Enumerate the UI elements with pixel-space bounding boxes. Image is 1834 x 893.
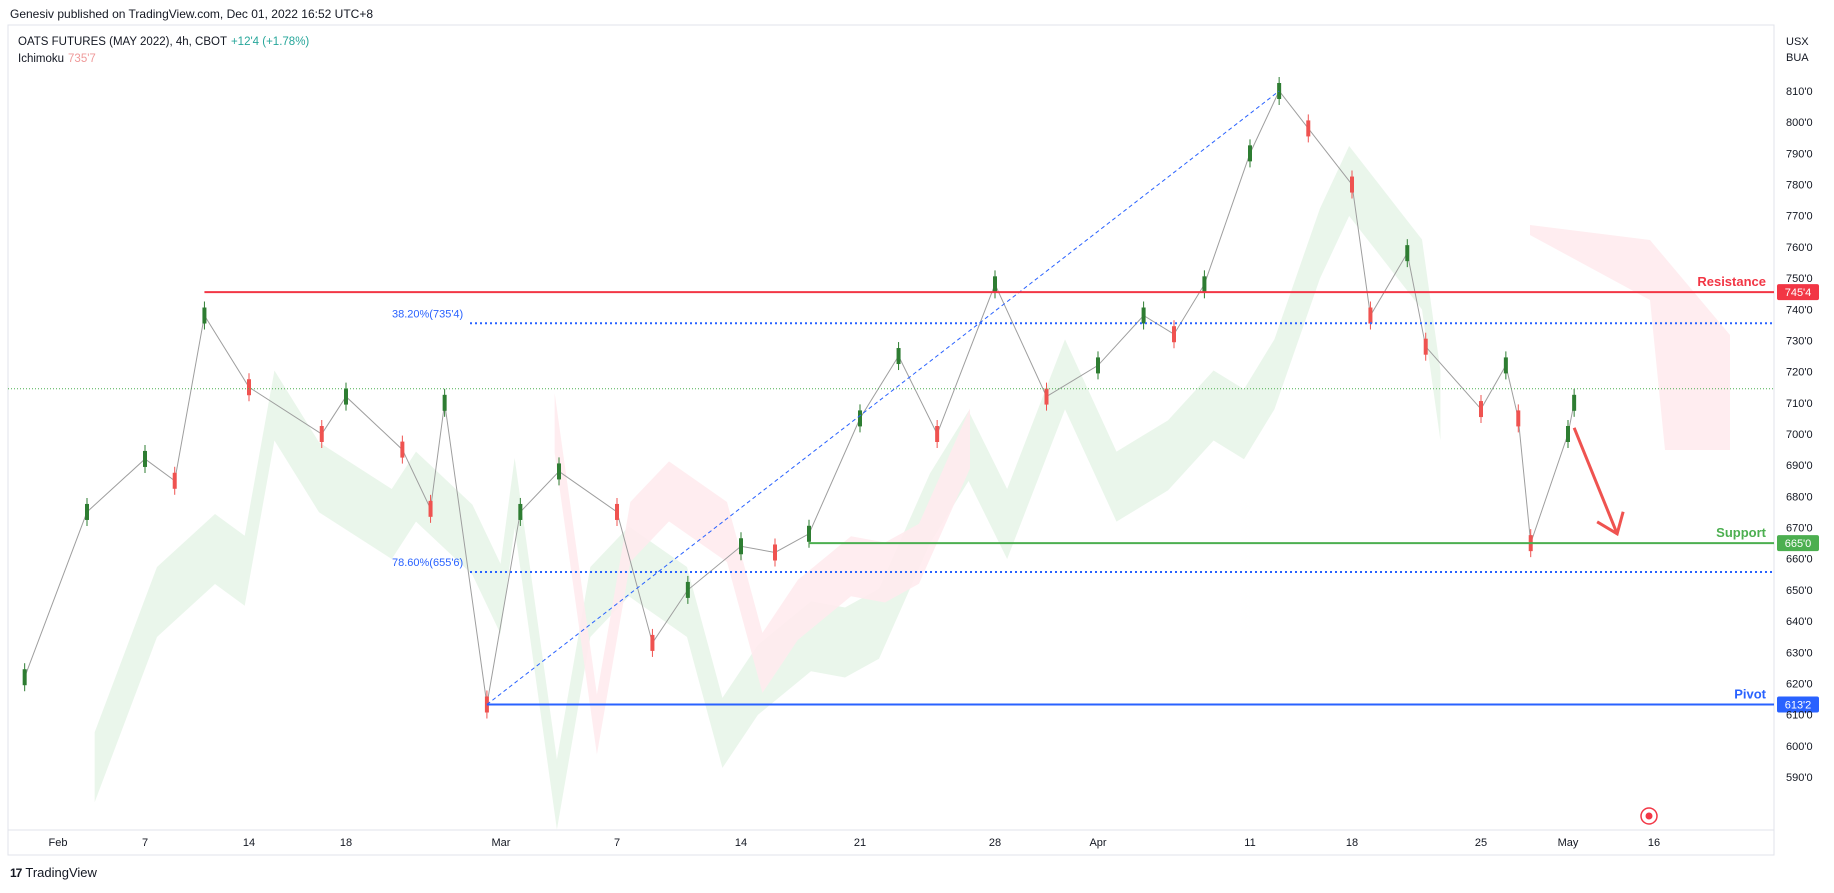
y-tick-label: 650'0 bbox=[1786, 585, 1813, 597]
x-tick-label: 21 bbox=[854, 837, 866, 849]
pivot-price-tag-text: 613'2 bbox=[1785, 700, 1812, 712]
y-tick-label: 780'0 bbox=[1786, 180, 1813, 192]
price-change: +12'4 (+1.78%) bbox=[230, 36, 310, 48]
y-tick-label: 770'0 bbox=[1786, 211, 1813, 223]
publisher-header: Genesiv published on TradingView.com, De… bbox=[10, 7, 373, 21]
currency-line1: USX bbox=[1786, 36, 1809, 48]
support-label: Support bbox=[1716, 525, 1766, 540]
y-tick-label: 800'0 bbox=[1786, 117, 1813, 129]
y-tick-label: 790'0 bbox=[1786, 148, 1813, 160]
price-line bbox=[22, 77, 1577, 719]
alarm-clock-icon[interactable] bbox=[1640, 807, 1658, 825]
x-tick-label: 14 bbox=[735, 837, 747, 849]
tradingview-footer[interactable]: 17 TradingView bbox=[10, 865, 97, 880]
tradingview-brand: TradingView bbox=[25, 865, 97, 880]
y-tick-label: 600'0 bbox=[1786, 741, 1813, 753]
y-tick-label: 630'0 bbox=[1786, 647, 1813, 659]
cloud-bearish-future bbox=[1530, 225, 1730, 450]
forecast-arrow[interactable] bbox=[1572, 427, 1619, 535]
chart-legend: OATS FUTURES (MAY 2022), 4h, CBOT +12'4 (… bbox=[18, 34, 309, 68]
y-tick-label: 760'0 bbox=[1786, 242, 1813, 254]
x-tick-label: 18 bbox=[340, 837, 352, 849]
tradingview-logo: 17 bbox=[10, 865, 22, 880]
indicator-name[interactable]: Ichimoku bbox=[18, 53, 65, 65]
y-tick-label: 740'0 bbox=[1786, 304, 1813, 316]
time-axis[interactable]: Feb 7 14 18 Mar 7 14 21 28 Apr 11 18 25 May 16 bbox=[49, 837, 1661, 849]
x-tick-label: 11 bbox=[1244, 837, 1255, 849]
x-tick-label: Feb bbox=[49, 837, 68, 849]
currency-label[interactable]: USX BUA bbox=[1786, 34, 1809, 66]
indicator-value: 735'7 bbox=[68, 53, 96, 65]
y-tick-label: 590'0 bbox=[1786, 772, 1813, 784]
x-tick-label: 18 bbox=[1346, 837, 1358, 849]
cloud-bullish bbox=[94, 146, 1441, 830]
y-tick-label: 810'0 bbox=[1786, 86, 1813, 98]
resistance-price-tag-text: 745'4 bbox=[1785, 287, 1812, 299]
x-tick-label: 7 bbox=[614, 837, 620, 849]
x-tick-label: 25 bbox=[1475, 837, 1487, 849]
y-tick-label: 720'0 bbox=[1786, 367, 1813, 379]
price-axis[interactable]: 810'0 800'0 790'0 780'0 770'0 760'0 750'0 740'0… bbox=[1786, 86, 1813, 784]
symbol-title[interactable]: OATS FUTURES (MAY 2022), 4h, CBOT bbox=[18, 36, 227, 48]
price-path bbox=[24, 90, 1575, 705]
y-tick-label: 620'0 bbox=[1786, 678, 1813, 690]
level-lines: 38.20%(735'4) 78.60%(655'6) Resistance 745'… bbox=[8, 90, 1819, 713]
x-tick-label: 7 bbox=[142, 837, 148, 849]
cloud-bearish bbox=[554, 392, 970, 755]
x-tick-label: Mar bbox=[492, 837, 511, 849]
fib-level-label: 38.20%(735'4) bbox=[392, 308, 463, 320]
y-tick-label: 640'0 bbox=[1786, 616, 1813, 628]
x-tick-label: Apr bbox=[1089, 837, 1106, 849]
x-tick-label: 16 bbox=[1648, 837, 1660, 849]
y-tick-label: 610'0 bbox=[1786, 710, 1813, 722]
x-tick-label: 28 bbox=[989, 837, 1001, 849]
x-tick-label: 14 bbox=[243, 837, 255, 849]
y-tick-label: 690'0 bbox=[1786, 460, 1813, 472]
fib-level-label: 78.60%(655'6) bbox=[392, 557, 463, 569]
y-tick-label: 730'0 bbox=[1786, 335, 1813, 347]
fib-trendline[interactable] bbox=[486, 90, 1280, 705]
y-tick-label: 750'0 bbox=[1786, 273, 1813, 285]
y-tick-label: 710'0 bbox=[1786, 398, 1813, 410]
y-tick-label: 670'0 bbox=[1786, 523, 1813, 535]
pivot-label: Pivot bbox=[1734, 687, 1766, 702]
x-tick-label: May bbox=[1558, 837, 1579, 849]
ichimoku-cloud bbox=[94, 146, 1730, 830]
forecast-arrow-head bbox=[1596, 511, 1625, 537]
pivot-price-tag[interactable] bbox=[1777, 696, 1819, 713]
support-price-tag[interactable] bbox=[1777, 535, 1819, 552]
y-tick-label: 660'0 bbox=[1786, 554, 1813, 566]
support-price-tag-text: 665'0 bbox=[1785, 538, 1812, 550]
y-tick-label: 700'0 bbox=[1786, 429, 1813, 441]
y-tick-label: 680'0 bbox=[1786, 491, 1813, 503]
resistance-label: Resistance bbox=[1697, 274, 1766, 289]
resistance-price-tag[interactable] bbox=[1777, 284, 1819, 301]
currency-line2: BUA bbox=[1786, 52, 1809, 64]
